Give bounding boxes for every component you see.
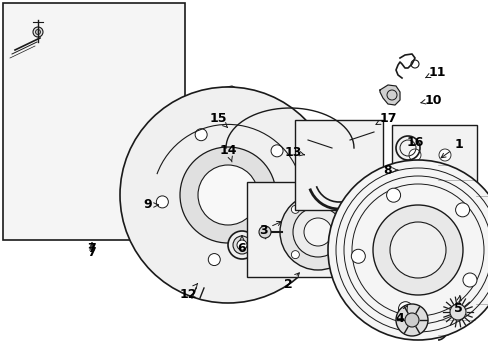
Text: 6: 6 [237, 236, 246, 255]
Circle shape [404, 313, 418, 327]
Circle shape [230, 149, 239, 157]
Text: 3: 3 [258, 221, 281, 237]
Circle shape [455, 203, 468, 217]
Circle shape [237, 240, 246, 250]
Polygon shape [213, 86, 244, 114]
Circle shape [120, 87, 335, 303]
Circle shape [195, 129, 207, 141]
Text: 12: 12 [179, 283, 197, 302]
Text: 17: 17 [375, 112, 396, 125]
Circle shape [279, 222, 290, 234]
Circle shape [438, 176, 450, 188]
Circle shape [438, 149, 450, 161]
Circle shape [395, 304, 427, 336]
Text: 7: 7 [87, 242, 96, 255]
Text: 7: 7 [87, 246, 96, 259]
Circle shape [36, 30, 41, 35]
Bar [391, 125, 476, 213]
Circle shape [292, 207, 342, 257]
Circle shape [232, 236, 250, 254]
Polygon shape [192, 268, 207, 288]
Circle shape [280, 194, 355, 270]
Polygon shape [10, 54, 18, 62]
Circle shape [270, 145, 283, 157]
Polygon shape [35, 55, 65, 78]
Bar [246, 182, 358, 277]
Text: 1: 1 [440, 139, 463, 158]
Polygon shape [401, 138, 427, 200]
Polygon shape [431, 138, 457, 200]
Circle shape [389, 222, 445, 278]
Circle shape [152, 145, 157, 150]
Circle shape [336, 251, 344, 258]
Text: 9: 9 [143, 198, 158, 211]
Text: 8: 8 [383, 163, 397, 176]
Ellipse shape [143, 164, 158, 178]
Polygon shape [135, 165, 165, 188]
Ellipse shape [78, 98, 92, 112]
Circle shape [304, 218, 331, 246]
Circle shape [150, 143, 160, 153]
Polygon shape [164, 190, 180, 204]
Text: 4: 4 [395, 306, 407, 324]
Circle shape [386, 188, 400, 202]
Circle shape [291, 251, 299, 258]
Text: 2: 2 [283, 273, 299, 292]
Circle shape [398, 302, 412, 316]
Text: 11: 11 [425, 66, 445, 78]
Ellipse shape [154, 175, 169, 189]
Circle shape [372, 205, 462, 295]
Text: 13: 13 [284, 145, 304, 158]
Bar [3, 3, 184, 240]
Circle shape [291, 205, 299, 213]
Circle shape [449, 304, 465, 320]
Text: 5: 5 [453, 296, 462, 315]
Circle shape [259, 226, 270, 238]
Polygon shape [379, 85, 399, 105]
Ellipse shape [132, 153, 147, 167]
Circle shape [327, 160, 488, 340]
Circle shape [198, 165, 258, 225]
Ellipse shape [88, 109, 103, 123]
Circle shape [350, 249, 365, 263]
Circle shape [180, 147, 275, 243]
Text: 16: 16 [406, 135, 423, 148]
Bar [294, 120, 382, 210]
Circle shape [336, 205, 344, 213]
Polygon shape [22, 48, 80, 95]
Circle shape [408, 176, 420, 188]
Text: 10: 10 [420, 94, 441, 107]
Circle shape [408, 149, 420, 161]
Ellipse shape [100, 120, 114, 134]
Circle shape [33, 27, 43, 37]
Circle shape [227, 231, 256, 259]
Circle shape [156, 196, 168, 208]
Circle shape [142, 210, 153, 220]
Ellipse shape [333, 151, 346, 159]
Ellipse shape [110, 131, 125, 145]
Text: 15: 15 [209, 112, 227, 127]
Polygon shape [122, 160, 175, 204]
Circle shape [462, 273, 476, 287]
Text: 14: 14 [219, 144, 236, 162]
Ellipse shape [122, 142, 136, 156]
Polygon shape [224, 120, 242, 138]
Circle shape [208, 253, 220, 266]
